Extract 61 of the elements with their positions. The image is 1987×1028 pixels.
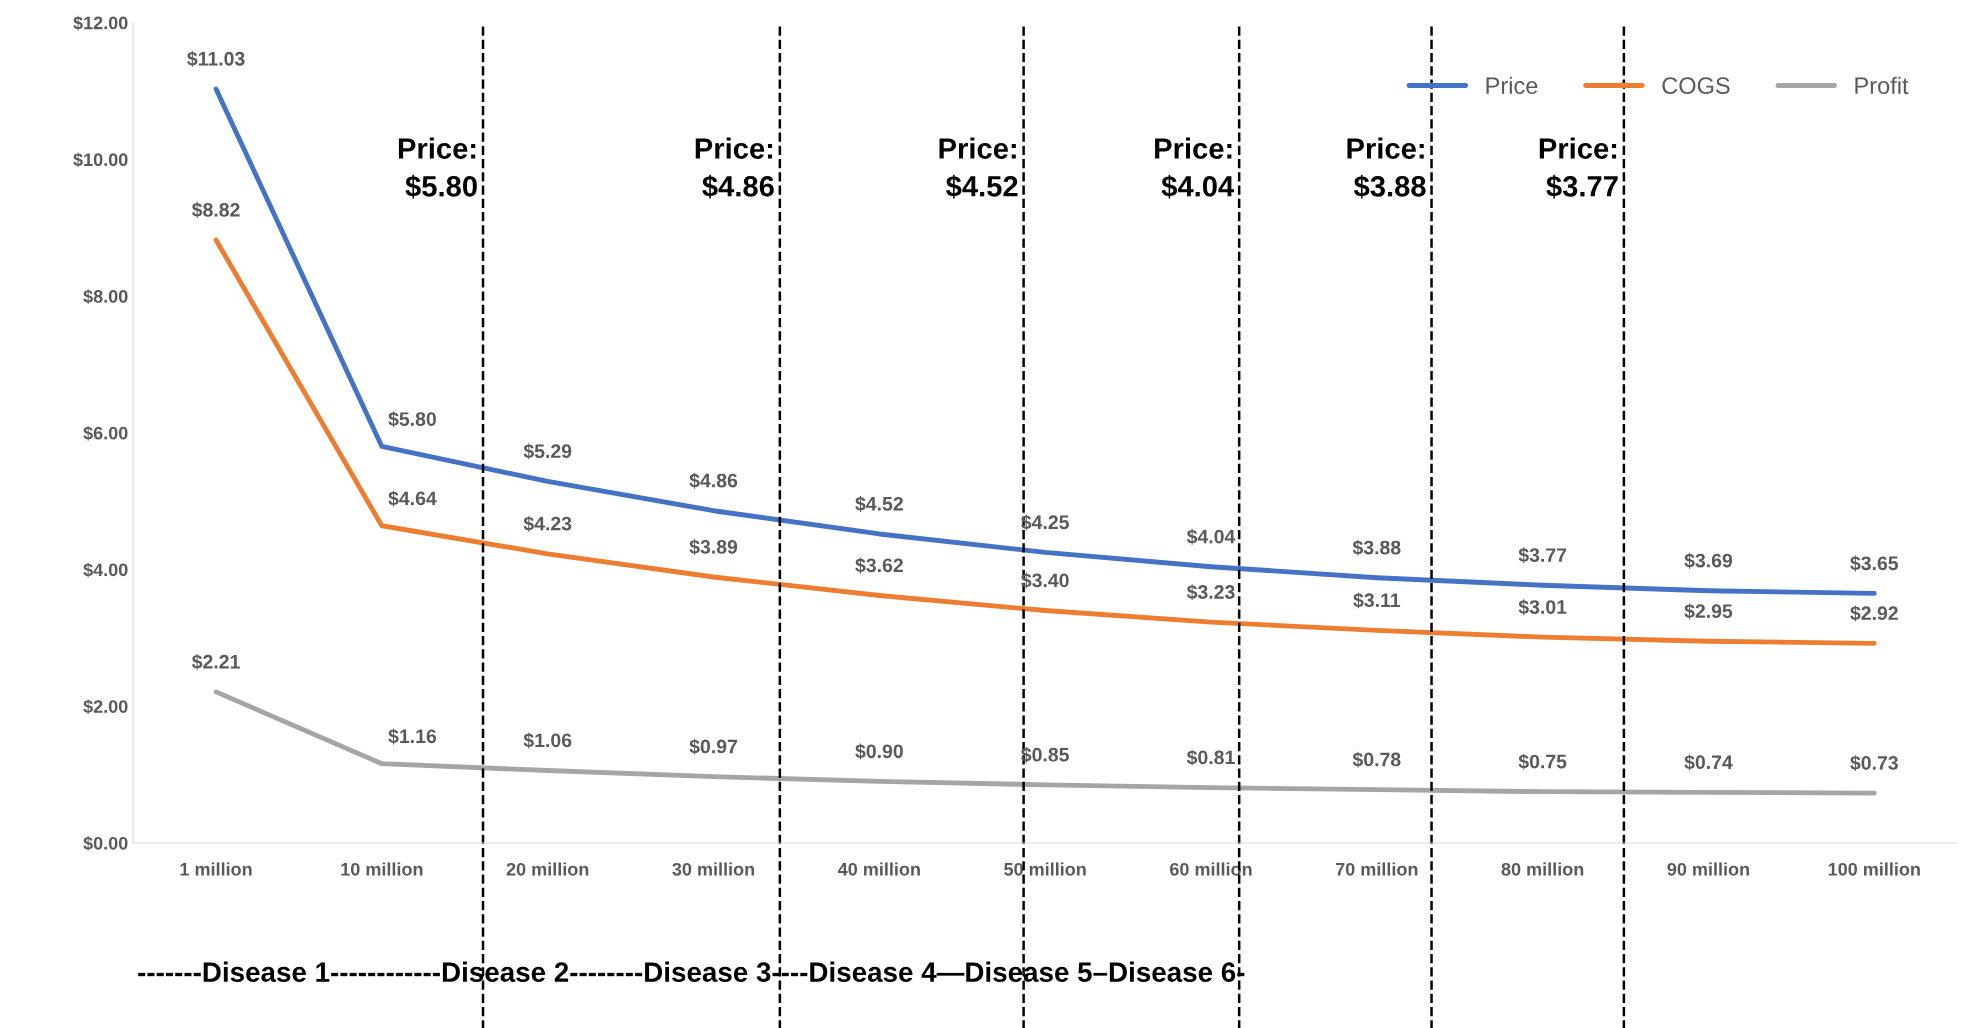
y-tick-label: $4.00 [83, 562, 128, 578]
data-label: $3.62 [855, 557, 903, 574]
x-tick-label: 50 million [1004, 862, 1086, 876]
x-tick-label: 20 million [506, 862, 589, 876]
x-tick-label: 90 million [1667, 862, 1749, 876]
annotation: Price: $4.86 [695, 137, 774, 199]
data-label: $2.92 [1850, 605, 1898, 622]
x-tick-label: 80 million [1501, 862, 1584, 876]
data-label: $0.97 [689, 738, 737, 755]
data-label: $11.03 [187, 51, 245, 67]
data-label: $1.06 [523, 732, 572, 749]
x-tick-label: 70 million [1335, 862, 1418, 876]
data-label: $4.25 [1021, 514, 1069, 531]
y-tick-label: $2.00 [83, 699, 128, 715]
data-label: $3.11 [1353, 592, 1401, 609]
legend-label: COGS [1662, 77, 1730, 95]
annotation: Price: $4.52 [939, 137, 1018, 199]
y-tick-label: $10.00 [73, 152, 128, 168]
y-tick-label: $6.00 [83, 425, 128, 441]
y-tick-label: $0.00 [83, 836, 128, 851]
data-label: $4.23 [523, 515, 572, 532]
data-label: $0.74 [1684, 754, 1733, 771]
data-label: $0.85 [1021, 746, 1069, 763]
data-label: $8.82 [191, 202, 240, 218]
legend-label: Profit [1855, 76, 1909, 95]
data-label: $0.90 [855, 743, 903, 760]
data-label: $4.04 [1186, 528, 1236, 545]
annotation: Price: $3.77 [1539, 137, 1618, 199]
x-tick-label: 10 million [341, 862, 423, 876]
annotation: Price: $3.88 [1347, 137, 1426, 199]
x-tick-label: 100 million [1828, 862, 1920, 876]
x-tick-label: 60 million [1170, 862, 1252, 876]
data-label: $0.75 [1518, 753, 1567, 770]
x-tick-label: 40 million [837, 862, 920, 876]
text: -------Disease 1------------Disease 2--------Disease 3----Disease 4—Disease 5–Disease 6- [138, 961, 1245, 983]
data-label: $3.88 [1352, 539, 1401, 556]
x-tick-label: 30 million [672, 862, 755, 876]
data-label: $2.95 [1684, 603, 1733, 620]
data-label: $3.40 [1021, 572, 1069, 589]
x-tick-label: 1 million [180, 862, 252, 876]
data-label: $0.78 [1352, 751, 1401, 768]
legend-label: Price [1486, 76, 1538, 95]
data-label: $3.65 [1850, 555, 1899, 572]
data-label: $5.29 [523, 443, 572, 460]
y-tick-label: $12.00 [73, 15, 128, 31]
data-label: $4.52 [855, 496, 903, 512]
data-label: $3.01 [1518, 599, 1567, 616]
data-label: $3.23 [1186, 584, 1235, 601]
data-label: $3.69 [1684, 552, 1733, 569]
data-label: $4.86 [689, 472, 738, 489]
data-label: $2.21 [191, 653, 240, 670]
data-label: $5.80 [388, 411, 436, 428]
y-tick-label: $8.00 [83, 289, 128, 304]
annotation: Price: $5.80 [398, 137, 477, 199]
annotation: Price: $4.04 [1155, 137, 1235, 199]
data-label: $4.64 [388, 490, 437, 507]
data-label: $1.16 [388, 728, 437, 745]
data-label: $0.73 [1850, 755, 1898, 772]
data-label: $3.89 [689, 539, 738, 555]
data-label: $3.77 [1518, 547, 1567, 564]
data-label: $0.81 [1186, 749, 1235, 766]
